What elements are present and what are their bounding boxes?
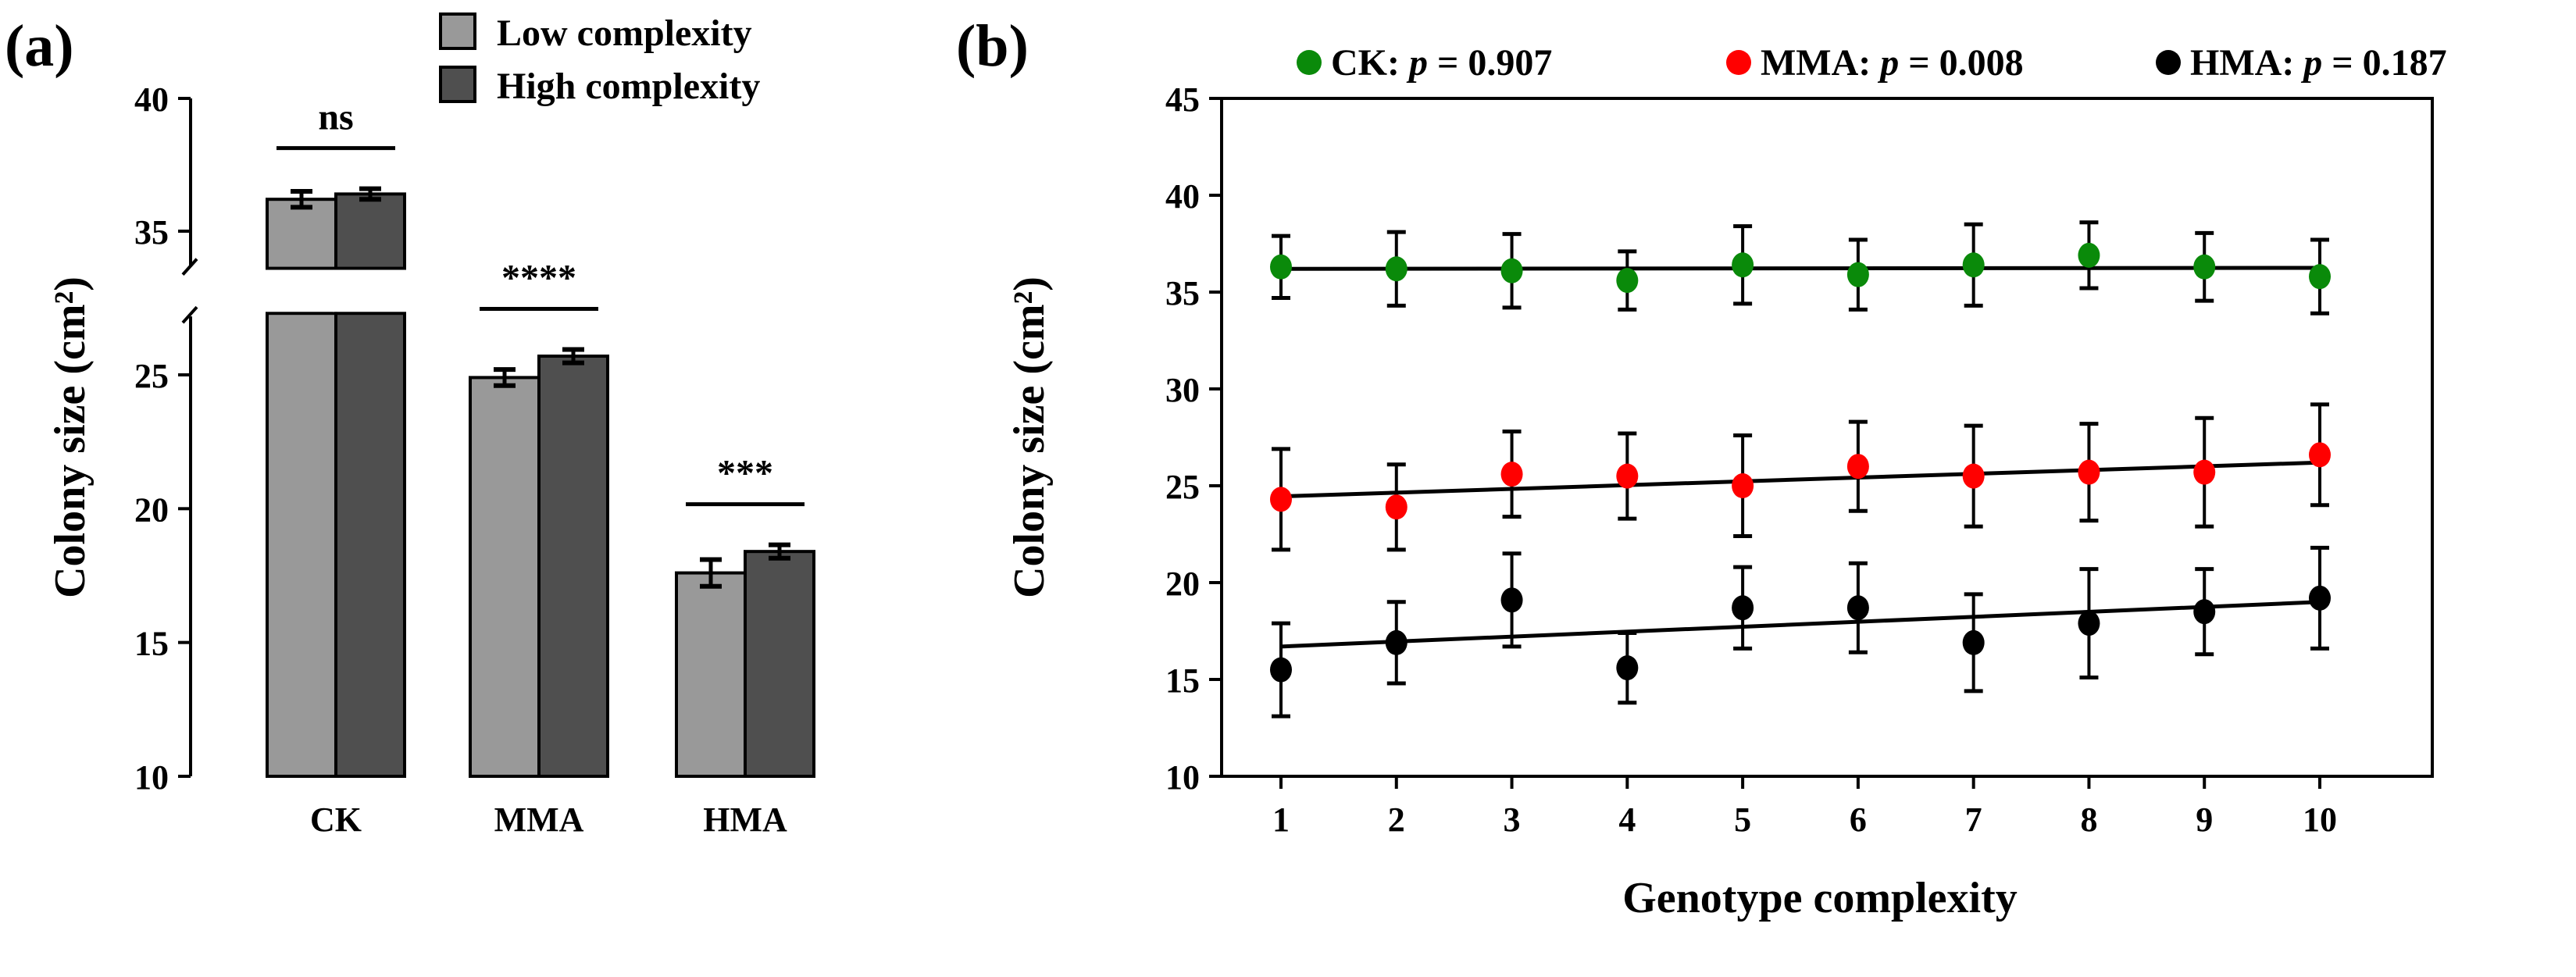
axis-break-mark — [181, 305, 198, 324]
bar — [744, 550, 815, 778]
x-tick-label: 1 — [1272, 800, 1290, 839]
panel-b-label: (b) — [956, 13, 1029, 79]
bar-lower-part — [334, 312, 406, 779]
bar — [469, 376, 541, 778]
legend-swatch-high — [439, 66, 476, 103]
x-tick-label: 6 — [1850, 800, 1867, 839]
data-point-mma — [2078, 459, 2100, 485]
y-tick-label: 35 — [1165, 274, 1200, 312]
bar-lower-part — [266, 312, 337, 779]
legend-marker-ck — [1297, 50, 1322, 75]
data-point-mma — [2309, 442, 2331, 468]
x-tick-label: 10 — [2303, 800, 2337, 839]
y-tick-label: 20 — [1165, 565, 1200, 603]
bar — [266, 198, 337, 270]
bar — [675, 571, 747, 778]
y-tick-label: 15 — [1165, 661, 1200, 700]
data-point-ck — [1385, 256, 1408, 282]
legend-label-high: High complexity — [497, 66, 760, 107]
data-point-ck — [1962, 252, 1985, 278]
y-tick-label: 15 — [134, 625, 169, 663]
y-tick-label: 10 — [1165, 758, 1200, 797]
data-point-mma — [1732, 473, 1754, 498]
plot-frame — [1220, 97, 2434, 778]
y-tick-label: 25 — [1165, 468, 1200, 506]
data-point-hma — [2193, 599, 2216, 625]
panel-b: (b) Colony size (cm²) Genotype complexit… — [956, 13, 2447, 922]
data-point-ck — [1732, 252, 1754, 278]
y-tick-label: 45 — [1165, 80, 1200, 119]
y-tick-label: 20 — [134, 490, 169, 529]
x-tick-label: CK — [310, 800, 362, 839]
panel-a: (a) Colony size (cm²) Low complexity Hig… — [5, 12, 815, 839]
x-tick-label: 3 — [1504, 800, 1521, 839]
legend-label-hma: HMA: p = 0.187 — [2190, 42, 2447, 84]
legend-label-mma: MMA: p = 0.008 — [1761, 42, 2024, 84]
legend-label-ck: CK: p = 0.907 — [1331, 42, 1552, 84]
regression-line-hma — [1280, 600, 2321, 649]
x-tick-label: 4 — [1618, 800, 1636, 839]
y-tick-label: 10 — [134, 758, 169, 797]
data-point-hma — [1846, 595, 1869, 621]
data-point-ck — [1500, 258, 1523, 283]
y-tick-label: 35 — [134, 213, 169, 251]
x-tick-label: 9 — [2196, 800, 2213, 839]
data-point-ck — [2078, 242, 2100, 268]
axis-break-gap — [264, 269, 339, 312]
x-tick-label: 7 — [1965, 800, 1982, 839]
panel-b-x-axis-label: Genotype complexity — [1622, 874, 2017, 922]
x-tick-label: HMA — [703, 800, 787, 839]
data-point-mma — [1385, 494, 1408, 520]
legend-swatch-low — [439, 12, 476, 50]
data-point-hma — [1500, 587, 1523, 613]
axis-break-gap — [333, 269, 408, 312]
data-point-hma — [1385, 629, 1408, 655]
data-point-hma — [1962, 629, 1985, 655]
axis-break-mark — [181, 258, 198, 276]
y-tick-label: 30 — [1165, 371, 1200, 409]
panel-a-label: (a) — [5, 13, 74, 79]
x-tick-label: 5 — [1734, 800, 1751, 839]
panel-b-y-axis-label: Colony size (cm²) — [1005, 276, 1054, 598]
legend-label-low: Low complexity — [497, 12, 752, 54]
data-point-mma — [1846, 454, 1869, 480]
data-point-mma — [1616, 463, 1639, 489]
data-point-mma — [2193, 459, 2216, 485]
regression-line-mma — [1280, 460, 2321, 499]
data-point-ck — [2193, 254, 2216, 280]
legend-marker-hma — [2156, 50, 2181, 75]
x-tick-label: MMA — [494, 800, 584, 839]
y-tick-label: 40 — [134, 80, 169, 119]
data-point-ck — [1616, 268, 1639, 294]
data-point-ck — [1270, 254, 1292, 280]
significance-label: ns — [318, 97, 353, 138]
regression-line-ck — [1280, 266, 2321, 271]
x-tick-label: 8 — [2080, 800, 2097, 839]
bar — [537, 355, 609, 779]
data-point-hma — [1732, 595, 1754, 621]
data-point-mma — [1962, 463, 1985, 489]
significance-label: *** — [717, 453, 773, 494]
data-point-hma — [1616, 655, 1639, 681]
legend-marker-mma — [1726, 50, 1751, 75]
panel-a-legend: Low complexity High complexity — [439, 12, 760, 107]
data-point-hma — [1270, 657, 1292, 683]
y-tick-label: 40 — [1165, 177, 1200, 216]
data-point-ck — [2309, 264, 2331, 290]
significance-label: **** — [501, 257, 576, 298]
data-point-mma — [1500, 462, 1523, 487]
y-tick-label: 25 — [134, 357, 169, 395]
bar — [334, 192, 406, 270]
data-point-hma — [2309, 585, 2331, 611]
data-point-hma — [2078, 611, 2100, 636]
data-point-mma — [1270, 487, 1292, 512]
panel-a-y-axis-label: Colony size (cm²) — [46, 276, 95, 598]
data-point-ck — [1846, 262, 1869, 287]
panel-b-legend: CK: p = 0.907 MMA: p = 0.008 HMA: p = 0.… — [1297, 42, 2447, 84]
x-tick-label: 2 — [1388, 800, 1405, 839]
